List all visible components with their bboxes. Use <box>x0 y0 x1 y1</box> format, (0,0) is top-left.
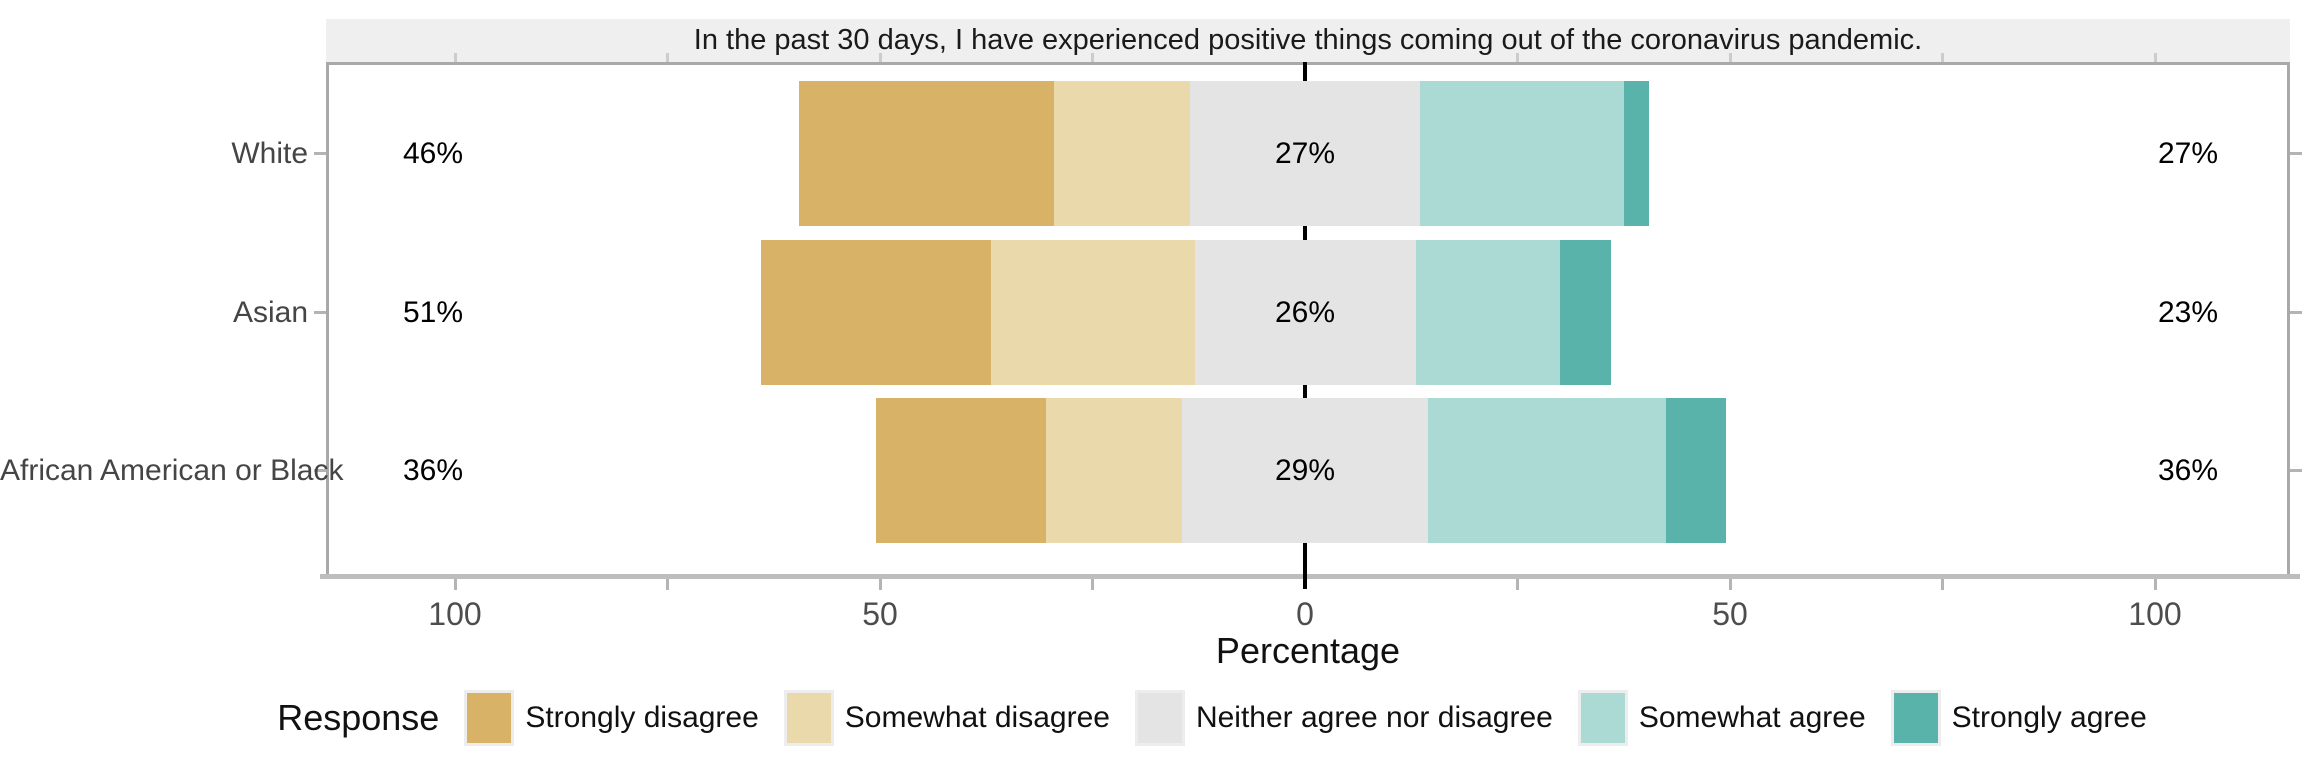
bar-segment-somewhat-disagree <box>1045 398 1182 543</box>
x-axis-line <box>320 574 2300 579</box>
legend-swatch-somewhat-agree <box>1580 693 1625 743</box>
x-axis-title: Percentage <box>1215 630 1401 671</box>
legend: Response Strongly disagree Somewhat disag… <box>0 690 2304 746</box>
panel-top-tick <box>878 53 882 62</box>
chart-title: In the past 30 days, I have experienced … <box>693 24 1923 56</box>
legend-swatch-strongly-agree <box>1893 693 1938 743</box>
bar-segment-strongly-disagree <box>799 81 1055 226</box>
legend-item: Strongly agree <box>1893 693 2147 743</box>
bar-segment-neither-agree-nor-disagree <box>1190 81 1420 226</box>
pct-label-center: 29% <box>1274 453 1336 487</box>
x-axis-tick <box>453 579 457 590</box>
y-axis-tick-left <box>314 311 326 314</box>
bar-segment-somewhat-disagree <box>1054 81 1191 226</box>
pct-label-left: 51% <box>402 295 464 329</box>
x-axis-tick <box>1728 579 1732 590</box>
panel-top-tick <box>1941 53 1944 62</box>
pct-label-right: 23% <box>2157 295 2219 329</box>
legend-item-label: Somewhat agree <box>1638 701 1866 734</box>
bar-segment-somewhat-agree <box>1419 81 1624 226</box>
y-axis-tick-right <box>2290 469 2302 472</box>
pct-label-left: 46% <box>402 136 464 170</box>
facet-strip: In the past 30 days, I have experienced … <box>326 19 2290 62</box>
pct-label-center: 26% <box>1274 295 1336 329</box>
y-axis-tick-right <box>2290 152 2302 155</box>
legend-title: Response <box>277 697 440 738</box>
x-axis-tick <box>878 579 882 590</box>
pct-label-left: 36% <box>402 453 464 487</box>
x-axis-tick-label: 50 <box>1712 596 1748 632</box>
category-label: African American or Black <box>0 453 344 487</box>
bar-segment-strongly-disagree <box>875 398 1046 543</box>
pct-label-center: 27% <box>1274 136 1336 170</box>
legend-item: Somewhat agree <box>1580 693 1866 743</box>
x-axis-tick <box>1941 579 1944 590</box>
legend-swatch-strongly-disagree <box>467 693 512 743</box>
category-label: Asian <box>232 295 308 329</box>
panel-top-tick <box>2153 53 2157 62</box>
pct-label-right: 27% <box>2157 136 2219 170</box>
panel-top-tick <box>1091 53 1094 62</box>
legend-item: Neither agree nor disagree <box>1137 693 1553 743</box>
x-axis-tick <box>1091 579 1094 590</box>
pct-label-right: 36% <box>2157 453 2219 487</box>
bar-segment-strongly-disagree <box>761 240 991 385</box>
bar-segment-neither-agree-nor-disagree <box>1194 240 1416 385</box>
legend-item: Strongly disagree <box>467 693 759 743</box>
bar-segment-strongly-agree <box>1666 398 1726 543</box>
legend-item-label: Neither agree nor disagree <box>1195 701 1553 734</box>
y-axis-tick-left <box>314 152 326 155</box>
bar-segment-strongly-agree <box>1560 240 1611 385</box>
x-axis-tick-label: 50 <box>862 596 898 632</box>
legend-item-label: Strongly disagree <box>525 701 759 734</box>
x-axis-tick <box>2153 579 2157 590</box>
y-axis-tick-left <box>314 469 326 472</box>
legend-item: Somewhat disagree <box>786 693 1110 743</box>
panel-top-tick <box>666 53 669 62</box>
bar-segment-somewhat-disagree <box>990 240 1195 385</box>
x-axis-tick <box>1516 579 1519 590</box>
bar-segment-neither-agree-nor-disagree <box>1181 398 1429 543</box>
bar-segment-somewhat-agree <box>1415 240 1560 385</box>
legend-item-label: Strongly agree <box>1951 701 2147 734</box>
legend-item-label: Somewhat disagree <box>844 701 1110 734</box>
x-axis-tick-label: 100 <box>428 596 482 632</box>
x-axis-tick-label: 0 <box>1296 596 1314 632</box>
panel-top-tick <box>453 53 457 62</box>
legend-swatch-somewhat-disagree <box>786 693 831 743</box>
panel-top-tick <box>1516 53 1519 62</box>
y-axis-tick-right <box>2290 311 2302 314</box>
bar-segment-strongly-agree <box>1623 81 1650 226</box>
x-axis-tick <box>666 579 669 590</box>
bar-segment-somewhat-agree <box>1428 398 1667 543</box>
x-axis-tick-label: 100 <box>2128 596 2182 632</box>
legend-swatch-neither-agree-nor-disagree <box>1137 693 1182 743</box>
category-label: White <box>231 136 308 170</box>
panel-top-tick <box>1728 53 1732 62</box>
